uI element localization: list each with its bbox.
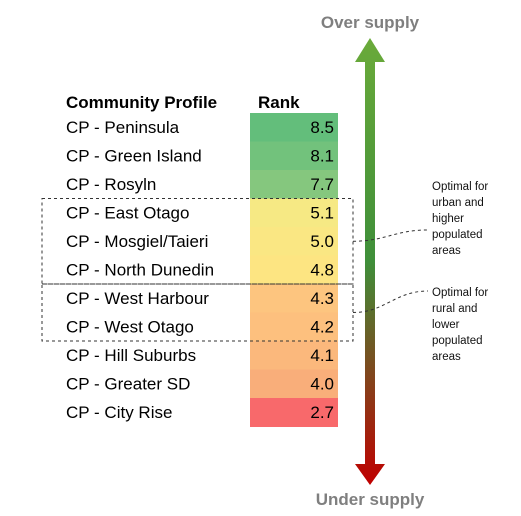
group-box xyxy=(41,198,354,285)
rank-cell xyxy=(250,312,338,342)
profile-label: CP - West Harbour xyxy=(66,289,209,308)
supply-arrow: Over supply Under supply xyxy=(316,13,425,509)
supply-arrow-shape xyxy=(355,38,385,485)
profile-label: CP - West Otago xyxy=(66,318,194,337)
rank-value: 2.7 xyxy=(310,403,334,422)
group-note: Optimal for urban and higher populated areas xyxy=(432,181,488,257)
rank-value: 4.0 xyxy=(310,375,334,394)
rank-cell xyxy=(250,113,338,142)
rank-cell xyxy=(250,255,338,285)
group-leader-line xyxy=(352,290,429,313)
profile-label: CP - Rosyln xyxy=(66,175,156,194)
under-supply-label: Under supply xyxy=(316,490,425,509)
profile-label: CP - North Dunedin xyxy=(66,261,214,280)
profile-label: CP - City Rise xyxy=(66,403,172,422)
rank-cell xyxy=(250,341,338,370)
rank-cell xyxy=(250,141,338,171)
group-annotations: Optimal for urban and higher populated areas… xyxy=(41,181,488,363)
group-note: Optimal for rural and lower populated areas xyxy=(432,287,488,363)
rank-cell xyxy=(250,369,338,399)
rank-cell xyxy=(250,198,338,228)
table-rows: CP - Peninsula 8.5 CP - Green Island 8.1 CP … xyxy=(66,113,338,427)
group-leader-line xyxy=(352,229,429,242)
rank-cell xyxy=(250,170,338,199)
rank-cell xyxy=(250,398,338,427)
rank-value: 5.1 xyxy=(310,204,334,223)
rank-value: 4.8 xyxy=(310,261,334,280)
profile-label: CP - Hill Suburbs xyxy=(66,346,196,365)
rank-value: 5.0 xyxy=(310,232,334,251)
profile-label: CP - Green Island xyxy=(66,147,202,166)
header-community-profile: Community Profile xyxy=(66,93,217,112)
rank-value: 4.3 xyxy=(310,289,334,308)
rank-cell xyxy=(250,227,338,256)
group-box xyxy=(41,283,354,342)
profile-label: CP - Greater SD xyxy=(66,375,190,394)
profile-label: CP - Mosgiel/Taieri xyxy=(66,232,208,251)
rank-value: 8.5 xyxy=(310,118,334,137)
rank-value: 8.1 xyxy=(310,147,334,166)
rank-value: 4.1 xyxy=(310,346,334,365)
profile-label: CP - East Otago xyxy=(66,204,189,223)
over-supply-label: Over supply xyxy=(321,13,420,32)
rank-cell xyxy=(250,284,338,313)
rank-value: 4.2 xyxy=(310,318,334,337)
profile-label: CP - Peninsula xyxy=(66,118,180,137)
header-rank: Rank xyxy=(258,93,300,112)
rank-value: 7.7 xyxy=(310,175,334,194)
